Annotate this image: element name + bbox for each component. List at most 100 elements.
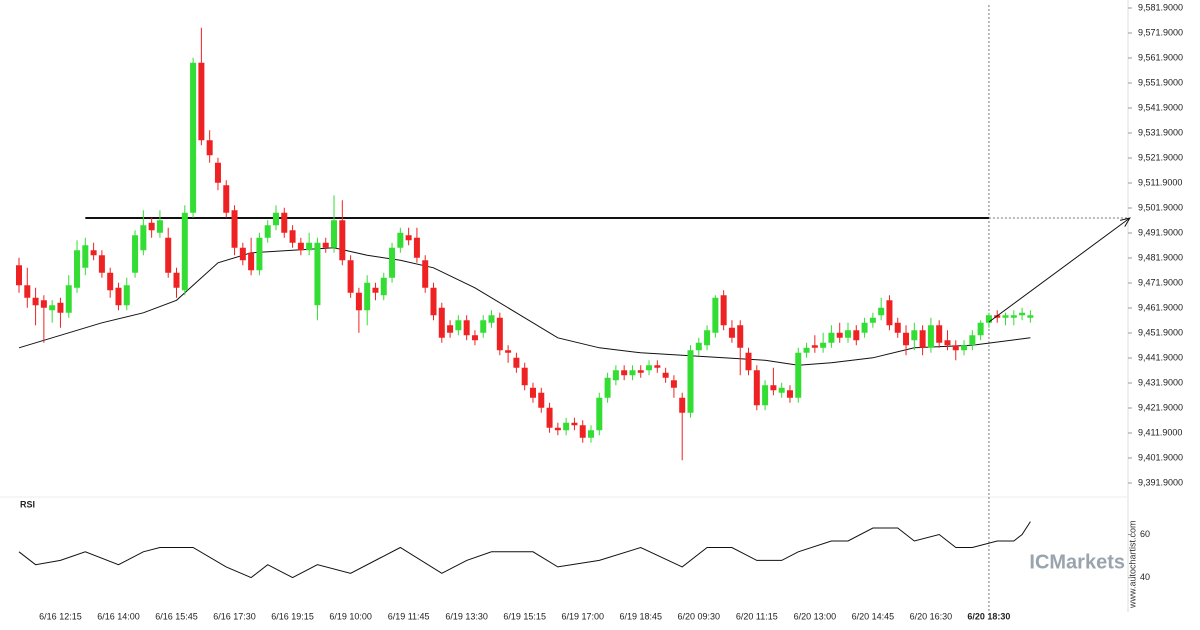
candle-body: [24, 285, 31, 298]
candle-body: [380, 277, 387, 296]
candle-body: [820, 342, 827, 348]
candle-body: [355, 292, 362, 311]
candle-body: [264, 225, 271, 238]
candle-body: [198, 62, 205, 141]
candle-body: [745, 352, 752, 371]
rsi-line: [18, 521, 1031, 579]
candle-body: [49, 305, 56, 311]
candle-body: [778, 387, 785, 393]
candle-body: [231, 210, 238, 248]
candle-body: [430, 287, 437, 316]
candle-body: [98, 255, 105, 273]
candle-body: [214, 162, 221, 183]
candle-body: [1027, 315, 1034, 318]
x-tick-label: 6/20 18:30: [967, 611, 1010, 621]
projection-arrow: [988, 217, 1131, 323]
moving-average: [18, 247, 1031, 366]
y-tick-label: 9,521.9000: [1138, 152, 1183, 162]
y-tick-label: 9,411.9000: [1138, 427, 1182, 437]
y-tick-label: 9,561.9000: [1138, 52, 1183, 62]
y-tick-label: 9,471.9000: [1138, 277, 1183, 287]
candle-body: [496, 317, 503, 351]
candle-body: [803, 347, 810, 353]
candle-body: [488, 315, 495, 323]
candle-body: [762, 385, 769, 406]
candle-body: [654, 365, 661, 368]
y-tick-label: 9,401.9000: [1138, 452, 1183, 462]
candle-body: [679, 397, 686, 413]
candle-body: [223, 185, 230, 213]
y-tick-label: 9,531.9000: [1138, 127, 1183, 137]
candle-body: [563, 422, 570, 431]
arrow-head: [1120, 217, 1131, 227]
candle-body: [529, 387, 536, 398]
candle-body: [521, 367, 528, 386]
candle-body: [438, 307, 445, 338]
x-tick-label: 6/19 18:45: [619, 611, 662, 621]
rsi-label: RSI: [20, 499, 35, 509]
candle-body: [297, 242, 304, 251]
candle-body: [985, 315, 992, 323]
candle-body: [40, 300, 47, 308]
candle-body: [115, 287, 122, 306]
x-tick-label: 6/19 10:00: [329, 611, 372, 621]
candle-body: [90, 250, 97, 256]
candle-body: [845, 330, 851, 338]
candle-body: [869, 317, 876, 323]
y-tick-label: 9,461.9000: [1138, 302, 1183, 312]
candle-body: [1019, 312, 1026, 316]
x-tick-label: 6/20 11:15: [736, 611, 778, 621]
candle-body: [505, 350, 512, 353]
candle-body: [637, 370, 644, 373]
candle-body: [339, 220, 346, 261]
x-tick-label: 6/19 17:00: [561, 611, 604, 621]
candle-body: [463, 320, 470, 336]
candle-body: [919, 330, 926, 348]
candle-body: [670, 380, 677, 388]
candle-body: [132, 235, 139, 273]
candle-body: [405, 235, 412, 241]
candle-body: [786, 390, 793, 398]
candle-body: [795, 352, 802, 398]
rsi-tick-label: 40: [1140, 572, 1150, 582]
candle-body: [513, 357, 520, 368]
y-tick-label: 9,541.9000: [1138, 102, 1183, 112]
x-tick-label: 6/16 17:30: [213, 611, 256, 621]
candle-body: [289, 230, 296, 243]
candle-body: [588, 430, 595, 438]
candle-body: [878, 307, 885, 316]
candle-body: [389, 247, 396, 278]
candle-body: [347, 260, 354, 293]
candle-body: [903, 332, 910, 346]
candle-body: [471, 335, 478, 341]
candle-body: [704, 330, 711, 346]
x-tick-label: 6/20 14:45: [852, 611, 895, 621]
candle-body: [455, 320, 462, 331]
candle-body: [538, 392, 545, 408]
x-tick-label: 6/16 19:15: [271, 611, 314, 621]
candle-body: [281, 212, 288, 233]
y-tick-label: 9,581.9000: [1138, 2, 1183, 12]
y-tick-label: 9,571.9000: [1138, 27, 1183, 37]
candle-body: [156, 220, 163, 233]
candle-body: [65, 285, 72, 313]
y-tick-label: 9,481.9000: [1138, 252, 1183, 262]
candle-body: [422, 260, 429, 288]
candle-body: [165, 237, 172, 273]
candle-body: [927, 325, 934, 348]
candle-body: [621, 370, 628, 376]
candle-body: [944, 340, 951, 346]
candle-body: [256, 237, 263, 271]
candle-body: [952, 345, 959, 351]
candle-body: [306, 242, 313, 251]
candle-body: [148, 222, 155, 231]
y-tick-label: 9,491.9000: [1138, 227, 1183, 237]
y-tick-label: 9,391.9000: [1138, 477, 1183, 487]
x-tick-label: 6/16 14:00: [97, 611, 140, 621]
y-tick-label: 9,551.9000: [1138, 77, 1183, 87]
y-tick-label: 9,451.9000: [1138, 327, 1183, 337]
candle-body: [720, 295, 727, 326]
candle-body: [1002, 315, 1009, 318]
candle-body: [728, 327, 735, 338]
candle-body: [753, 370, 760, 406]
